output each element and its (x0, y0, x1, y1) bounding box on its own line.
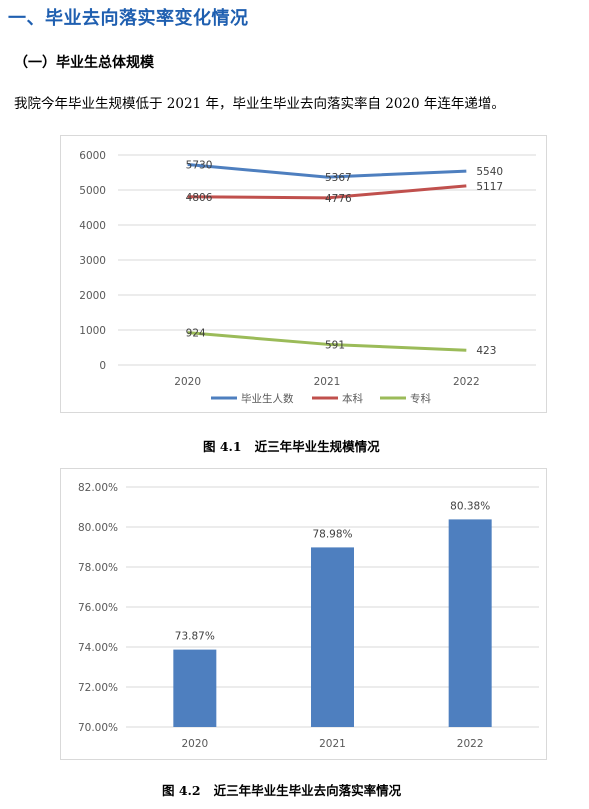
section-heading: 一、毕业去向落实率变化情况 (8, 8, 249, 29)
x-tick-label: 2021 (319, 738, 346, 750)
x-tick-label: 2021 (314, 376, 341, 388)
y-tick-label: 70.00% (78, 722, 118, 734)
figure-4-1-number: 图 4.1 (203, 439, 242, 454)
data-label: 591 (325, 339, 345, 351)
legend-label: 毕业生人数 (241, 392, 294, 405)
y-tick-label: 0 (99, 360, 106, 372)
data-label: 423 (476, 345, 496, 357)
bar-2022 (448, 519, 492, 727)
legend-label: 本科 (342, 392, 363, 405)
y-tick-label: 5000 (79, 185, 106, 197)
bar-2021 (311, 547, 354, 727)
figure-4-1-title: 近三年毕业生规模情况 (254, 439, 380, 454)
series-line-0 (187, 162, 467, 179)
y-tick-label: 3000 (79, 255, 106, 267)
intro-paragraph: 我院今年毕业生规模低于 2021 年，毕业生毕业去向落实率自 2020 年连年递… (14, 96, 505, 112)
data-label: 5540 (476, 166, 503, 178)
x-tick-label: 2020 (181, 738, 208, 750)
rate-bar-chart-svg: 70.00% 72.00% 74.00% 76.00% 78.00% 80.00% 82.0… (78, 482, 539, 750)
data-label: 924 (186, 328, 206, 340)
data-label: 4806 (186, 192, 213, 204)
series-line-2 (187, 331, 467, 352)
y-tick-label: 76.00% (78, 602, 118, 614)
data-label: 5117 (476, 181, 503, 193)
x-tick-label: 2022 (457, 738, 484, 750)
subsection-heading: （一）毕业生总体规模 (14, 55, 154, 71)
data-label: 5730 (186, 159, 213, 171)
series-line-1 (187, 184, 467, 200)
y-tick-label: 74.00% (78, 642, 118, 654)
y-tick-label: 80.00% (78, 522, 118, 534)
bar-2020 (173, 649, 217, 727)
data-label: 80.38% (450, 500, 490, 512)
legend-label: 专科 (410, 392, 431, 405)
scale-line-chart: 0 1000 2000 3000 4000 5000 6000 2020 2021 2022 573… (60, 135, 547, 413)
y-tick-label: 2000 (79, 290, 106, 302)
data-label: 4776 (325, 193, 352, 205)
scale-line-chart-svg: 0 1000 2000 3000 4000 5000 6000 2020 2021 2022 573… (79, 150, 536, 405)
y-tick-label: 1000 (79, 325, 106, 337)
data-label: 73.87% (175, 631, 215, 643)
figure-4-1-caption: 图 4.1 近三年毕业生规模情况 (203, 436, 380, 455)
y-tick-label: 82.00% (78, 482, 118, 494)
figure-4-2-title: 近三年毕业生毕业去向落实率情况 (213, 783, 402, 798)
data-label: 78.98% (312, 528, 352, 540)
x-tick-label: 2020 (174, 376, 201, 388)
data-label: 5367 (325, 172, 352, 184)
rate-bar-chart: 70.00% 72.00% 74.00% 76.00% 78.00% 80.00% 82.0… (60, 468, 547, 760)
y-tick-label: 6000 (79, 150, 106, 162)
figure-4-2-number: 图 4.2 (162, 783, 201, 798)
y-tick-label: 72.00% (78, 682, 118, 694)
y-tick-label: 78.00% (78, 562, 118, 574)
y-tick-label: 4000 (79, 220, 106, 232)
figure-4-2-caption: 图 4.2 近三年毕业生毕业去向落实率情况 (162, 780, 401, 799)
x-tick-label: 2022 (453, 376, 480, 388)
